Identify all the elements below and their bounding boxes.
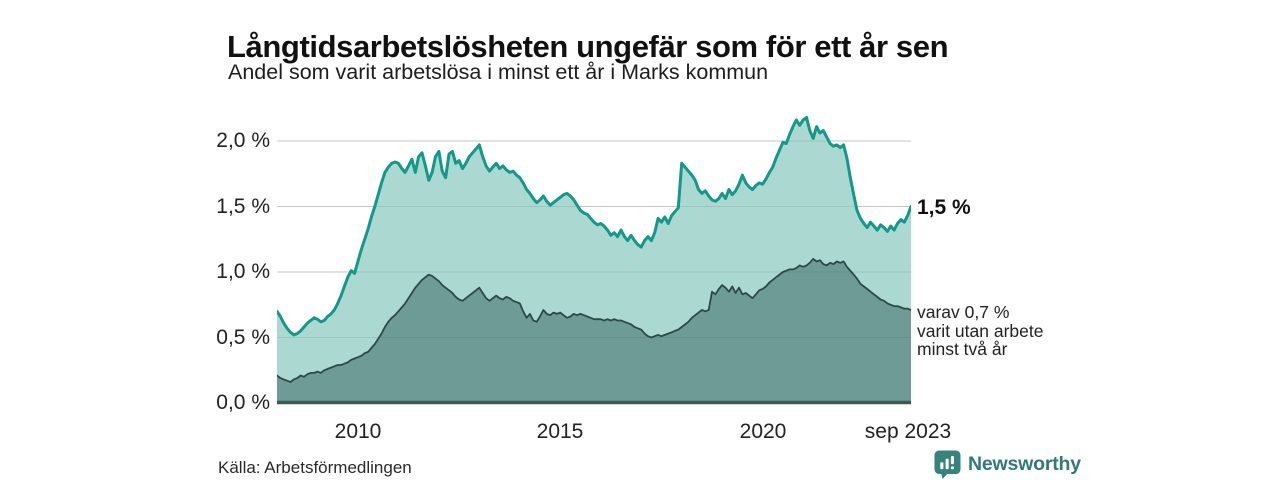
unemployment-area-chart xyxy=(277,115,911,405)
y-axis-tick-0-0: 0,0 % xyxy=(216,391,270,414)
y-axis-tick-1-5: 1,5 % xyxy=(216,194,270,218)
y-axis-tick-1-0: 1,0 % xyxy=(216,260,270,283)
x-axis-tick-2010: 2010 xyxy=(334,420,382,443)
x-axis-tick-2015: 2015 xyxy=(536,420,584,443)
series-end-label-total: 1,5 % xyxy=(917,196,971,219)
page-subtitle: Andel som varit arbetslösa i minst ett å… xyxy=(228,60,769,84)
two-year-label-line-3: minst två år xyxy=(917,339,1008,359)
series-end-label-two-year: varav 0,7 % varit utan arbete minst två … xyxy=(917,303,1043,359)
newsworthy-wordmark: Newsworthy xyxy=(968,453,1081,475)
y-axis-tick-0-5: 0,5 % xyxy=(216,325,270,349)
newsworthy-brand: Newsworthy xyxy=(934,450,1081,479)
y-axis-tick-2-0: 2,0 % xyxy=(216,129,270,152)
two-year-label-line-1: varav 0,7 % xyxy=(917,302,1010,322)
x-axis-tick-sep-2023: sep 2023 xyxy=(864,420,952,443)
x-axis-tick-2020: 2020 xyxy=(739,420,787,443)
source-credit: Källa: Arbetsförmedlingen xyxy=(218,458,412,477)
two-year-label-line-2: varit utan arbete xyxy=(917,320,1044,341)
page-title: Långtidsarbetslösheten ungefär som för e… xyxy=(227,28,949,64)
newsworthy-logo-icon xyxy=(934,450,961,479)
